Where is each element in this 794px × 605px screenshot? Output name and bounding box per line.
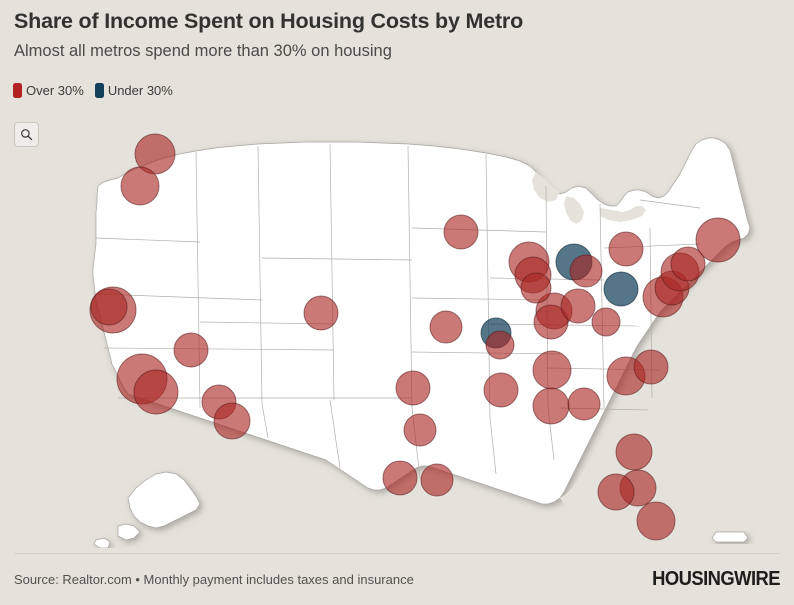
legend-swatch-over-30 — [13, 83, 22, 98]
metro-bubble[interactable] — [420, 463, 454, 497]
metro-bubble[interactable] — [560, 288, 596, 324]
metro-bubble[interactable] — [633, 349, 669, 385]
metro-bubbles[interactable] — [89, 133, 741, 541]
metro-bubble[interactable] — [403, 413, 437, 447]
metro-bubble[interactable] — [533, 304, 569, 340]
metro-bubble[interactable] — [569, 254, 603, 288]
housingwire-logo: HOUSINGWIRE — [652, 567, 780, 590]
legend-item-under-30[interactable]: Under 30% — [94, 83, 173, 98]
legend: Over 30% Under 30% — [13, 83, 173, 98]
metro-bubble[interactable] — [670, 246, 706, 282]
alaska-inset — [93, 471, 201, 548]
metro-bubble[interactable] — [303, 295, 339, 331]
great-lakes-michigan-huron — [564, 196, 584, 224]
map-water-carve — [532, 172, 654, 508]
metro-bubble[interactable] — [483, 372, 519, 408]
legend-label-under-30: Under 30% — [107, 83, 173, 98]
page-title: Share of Income Spent on Housing Costs b… — [14, 9, 524, 33]
metro-bubble[interactable] — [120, 166, 160, 206]
legend-swatch-under-30 — [94, 83, 104, 98]
metro-bubble[interactable] — [597, 473, 635, 511]
great-lakes-erie-ontario — [600, 206, 646, 222]
metro-bubble[interactable] — [173, 332, 209, 368]
metro-bubble[interactable] — [443, 214, 479, 250]
metro-bubble[interactable] — [603, 271, 639, 307]
source-note: Source: Realtor.com • Monthly payment in… — [14, 571, 414, 587]
page-subtitle: Almost all metros spend more than 30% on… — [14, 42, 392, 61]
header: Share of Income Spent on Housing Costs b… — [14, 8, 780, 62]
metro-bubble[interactable] — [382, 460, 418, 496]
metro-bubble[interactable] — [567, 387, 601, 421]
metro-bubble[interactable] — [695, 217, 741, 263]
metro-bubble[interactable] — [395, 370, 431, 406]
metro-bubble[interactable] — [532, 387, 570, 425]
legend-label-over-30: Over 30% — [26, 83, 84, 98]
metro-bubble[interactable] — [636, 501, 676, 541]
metro-bubble[interactable] — [429, 310, 463, 344]
metro-bubble[interactable] — [608, 231, 644, 267]
footer-divider — [14, 553, 780, 554]
metro-bubble[interactable] — [520, 272, 552, 304]
metro-bubble[interactable] — [591, 307, 621, 337]
magnifier-icon — [21, 129, 33, 141]
map-svg — [89, 133, 751, 548]
choropleth-bubble-map[interactable] — [0, 108, 794, 548]
metro-bubble[interactable] — [615, 433, 653, 471]
footer: Source: Realtor.com • Monthly payment in… — [14, 563, 781, 595]
metro-bubble[interactable] — [90, 288, 128, 326]
puerto-rico-inset — [711, 531, 749, 543]
legend-item-over-30[interactable]: Over 30% — [13, 83, 84, 98]
atlantic-southeast-carve — [560, 374, 654, 508]
metro-bubble[interactable] — [532, 350, 572, 390]
metro-bubble[interactable] — [485, 330, 515, 360]
metro-bubble[interactable] — [133, 369, 179, 415]
metro-bubble[interactable] — [213, 402, 251, 440]
map-search-button[interactable] — [14, 122, 39, 147]
